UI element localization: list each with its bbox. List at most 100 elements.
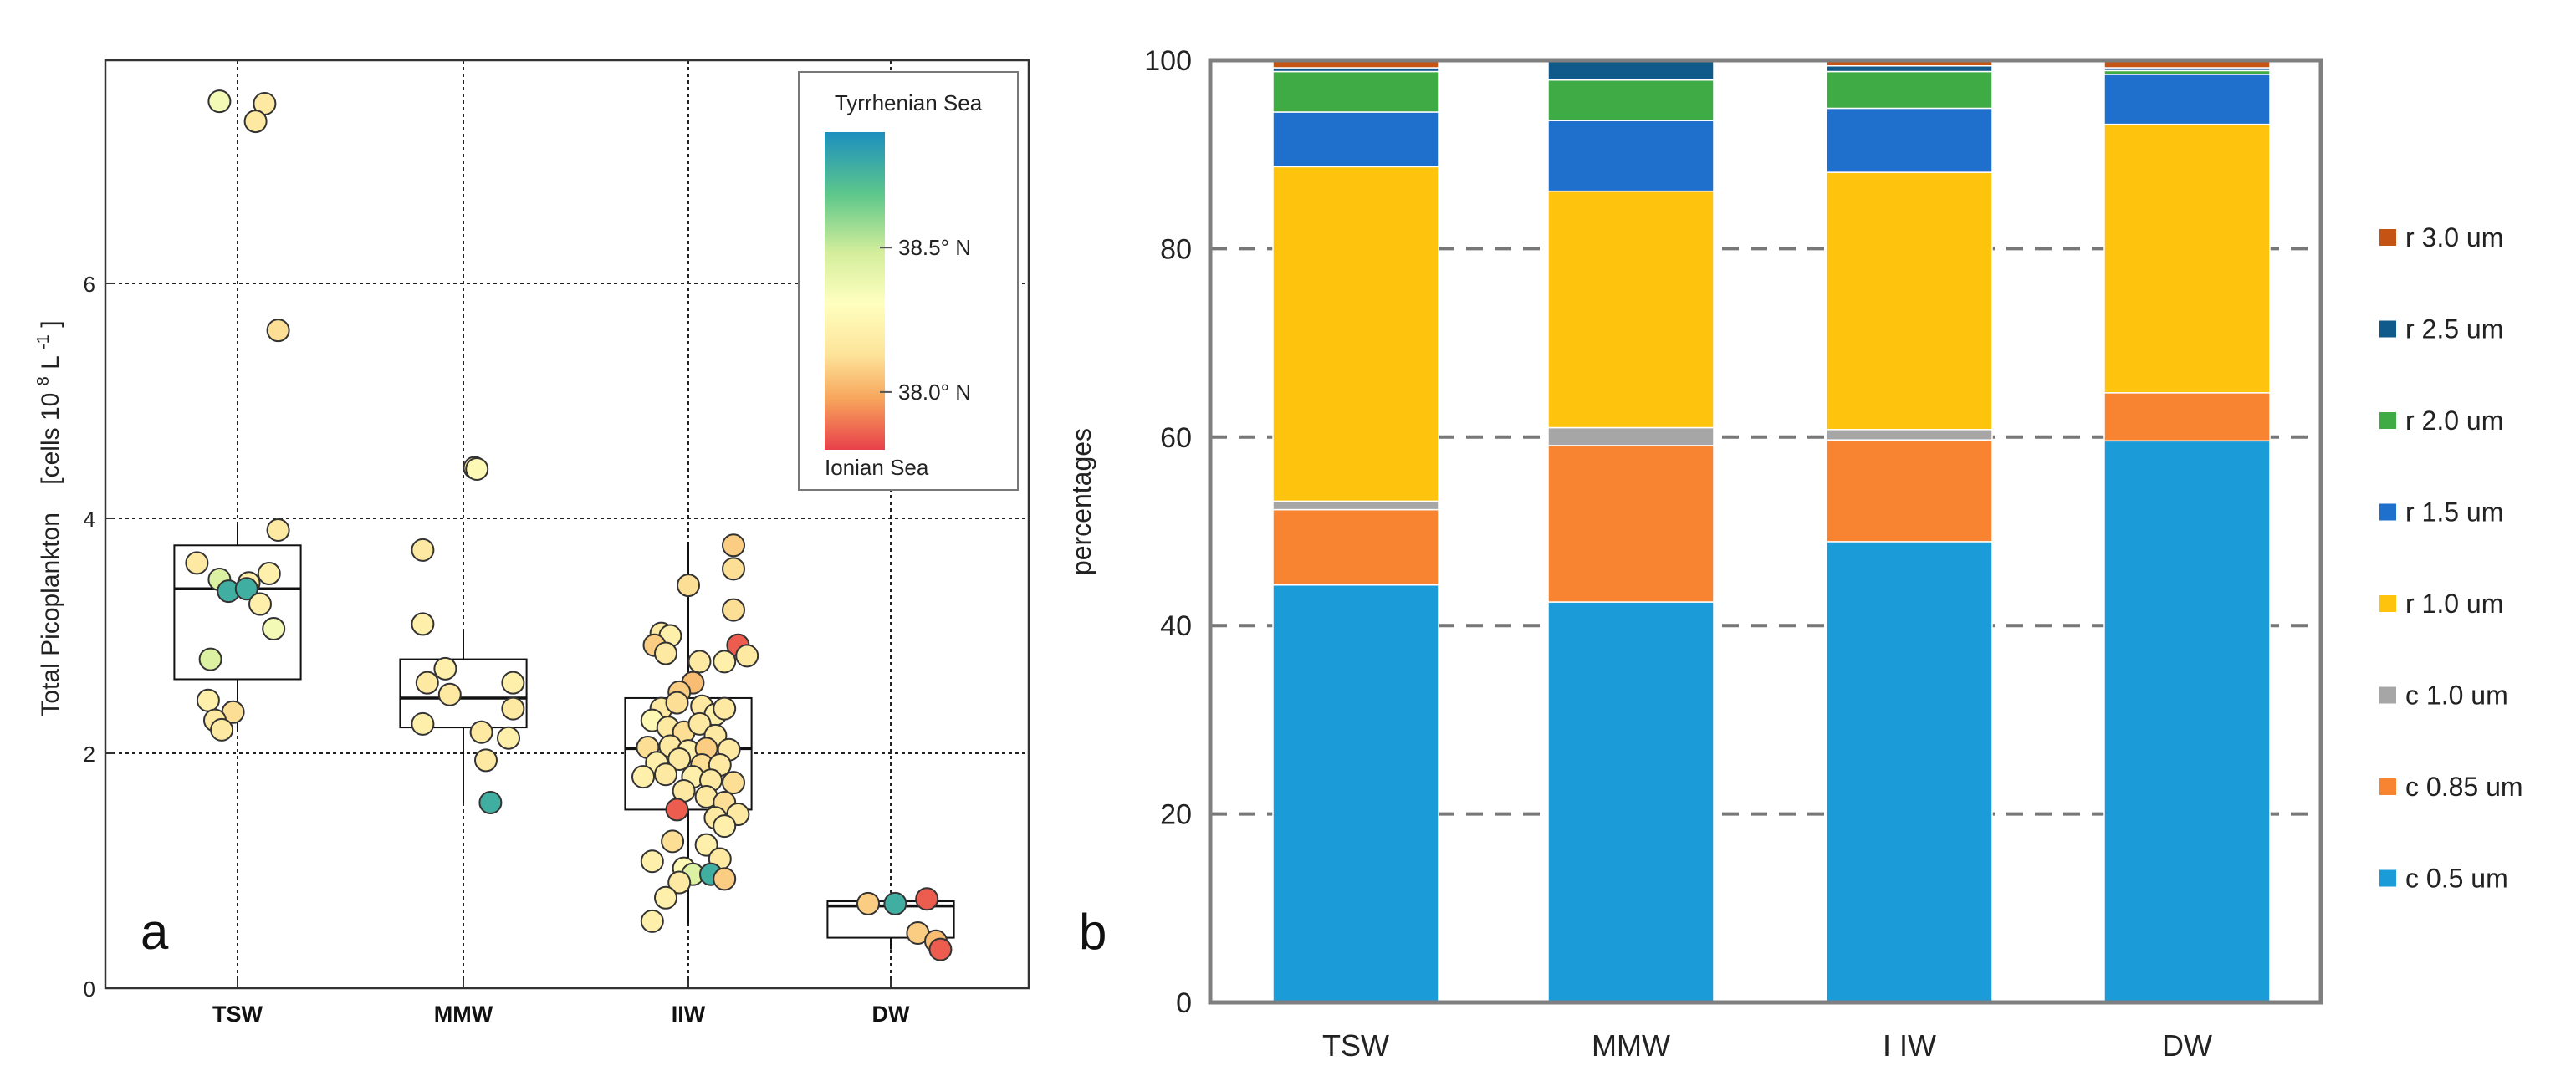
data-point [856, 891, 880, 915]
bar-segment [1826, 65, 1993, 73]
data-point [640, 849, 664, 874]
data-point [687, 711, 712, 736]
data-point [654, 762, 677, 787]
data-point [915, 887, 939, 911]
bar-segment [2103, 74, 2271, 125]
legend-swatch [2379, 595, 2396, 612]
bar-segment [2103, 123, 2271, 394]
data-point [883, 891, 907, 915]
panel-a-label: a [141, 904, 169, 960]
bar-segment [1826, 171, 1993, 431]
data-point [266, 319, 290, 343]
panel-b-xtick-label: MMW [1592, 1028, 1670, 1063]
data-point [234, 577, 258, 601]
data-point [248, 592, 272, 616]
legend-label: c 0.85 um [2405, 772, 2523, 802]
panel-b-bars [1272, 59, 2271, 1003]
legend-label: c 0.5 um [2405, 864, 2508, 894]
data-point [722, 771, 745, 795]
panel-b-frame [1208, 58, 2323, 1005]
bar-segment [1272, 166, 1439, 502]
panel-a-ytick-label: 4 [84, 507, 95, 532]
colorbar-bottom-label: Ionian Sea [825, 455, 929, 480]
bar-segment [2103, 440, 2271, 1003]
data-point [411, 538, 435, 562]
data-point [474, 748, 498, 773]
panel-a-ytick-label: 2 [84, 742, 95, 767]
data-point [433, 656, 457, 681]
panel-b-y-ticks: 0 20 40 60 80 100 [1144, 45, 1192, 1019]
panel-a-xtick-label: IIW [672, 1002, 706, 1027]
panel-a-y-axis-label: Total Picoplankton [cells 10 8 L -1 ] [27, 320, 64, 716]
panel-a-xtick-label: DW [872, 1002, 910, 1027]
panel-b-legend: r 3.0 um r 2.5 um r 2.0 um r 1.5 um r 1.0 um… [2379, 222, 2523, 894]
panel-b-xtick-label: TSW [1322, 1028, 1389, 1063]
panel-a-colorbar-legend: Tyrrhenian Sea 38.5° N 38.0° N Ionian Sea [798, 71, 1019, 491]
panel-a-y-ticks: 0 2 4 6 [84, 272, 114, 1002]
legend-label: r 2.0 um [2405, 405, 2503, 436]
data-point [415, 671, 439, 695]
panel-b-xtick-label: I IW [1883, 1028, 1936, 1063]
colorbar-gradient [825, 132, 885, 450]
data-point [501, 671, 525, 695]
data-point [735, 644, 759, 668]
bar-segment [1547, 445, 1715, 603]
panel-b-ytick-label: 80 [1160, 233, 1192, 265]
bar-segment [1826, 541, 1993, 1003]
data-point [667, 747, 692, 772]
bar-segment [1272, 111, 1439, 168]
bar-segment [1547, 79, 1715, 121]
legend-swatch [2379, 229, 2396, 246]
data-point [266, 518, 290, 543]
data-point [631, 765, 655, 789]
bar-segment [1826, 107, 1993, 173]
panel-b-xtick-label: DW [2162, 1028, 2212, 1063]
panel-a-ytick-label: 6 [84, 272, 95, 297]
panel-a-points [185, 89, 953, 961]
data-point [196, 688, 220, 712]
colorbar-tick-label: 38.5° N [898, 235, 971, 260]
legend-label: c 1.0 um [2405, 681, 2508, 711]
data-point [722, 557, 745, 581]
legend-swatch [2379, 412, 2396, 429]
data-point [185, 551, 209, 575]
data-point [713, 814, 737, 839]
panel-a-xtick-label: TSW [212, 1002, 263, 1027]
panel-b-ytick-label: 20 [1160, 799, 1192, 831]
legend-label: r 1.0 um [2405, 589, 2503, 619]
data-point [722, 533, 745, 558]
data-point [713, 696, 737, 721]
bar-segment [2103, 392, 2271, 442]
panel-a-ylabel-sep [37, 492, 64, 506]
data-point [478, 791, 503, 814]
data-point [210, 717, 234, 742]
data-point [722, 598, 745, 622]
data-point [667, 870, 692, 895]
legend-swatch [2379, 686, 2396, 704]
bar-segment [1272, 508, 1439, 586]
data-point [677, 574, 700, 598]
legend-label: r 1.5 um [2405, 497, 2503, 528]
bar-segment [1547, 426, 1715, 446]
bar-segment [1826, 70, 1993, 110]
data-point [198, 647, 222, 671]
data-point [640, 909, 664, 933]
data-point [665, 798, 689, 822]
data-point [661, 829, 685, 854]
bar-segment [1272, 500, 1439, 511]
panel-a-ylabel-exp: 8 [34, 376, 53, 385]
colorbar-top-label: Tyrrhenian Sea [835, 90, 983, 115]
legend-swatch [2379, 869, 2396, 887]
legend-swatch [2379, 320, 2396, 338]
panel-a-ylabel-suffix-exp: -1 [34, 334, 53, 349]
panel-a-scatter-boxplot: 0 2 4 6 TSW MMW IIW DW Total Picoplankton [cel… [27, 59, 1030, 1027]
data-point [465, 456, 489, 481]
colorbar-tick-label: 38.0° N [898, 380, 971, 405]
data-point [687, 650, 712, 674]
panel-a-ylabel-main: Total Picoplankton [37, 512, 64, 716]
bar-segment [1547, 59, 1715, 81]
panel-b-x-ticks: TSW MMW I IW DW [1322, 1028, 2212, 1063]
panel-b-ytick-label: 60 [1160, 422, 1192, 454]
